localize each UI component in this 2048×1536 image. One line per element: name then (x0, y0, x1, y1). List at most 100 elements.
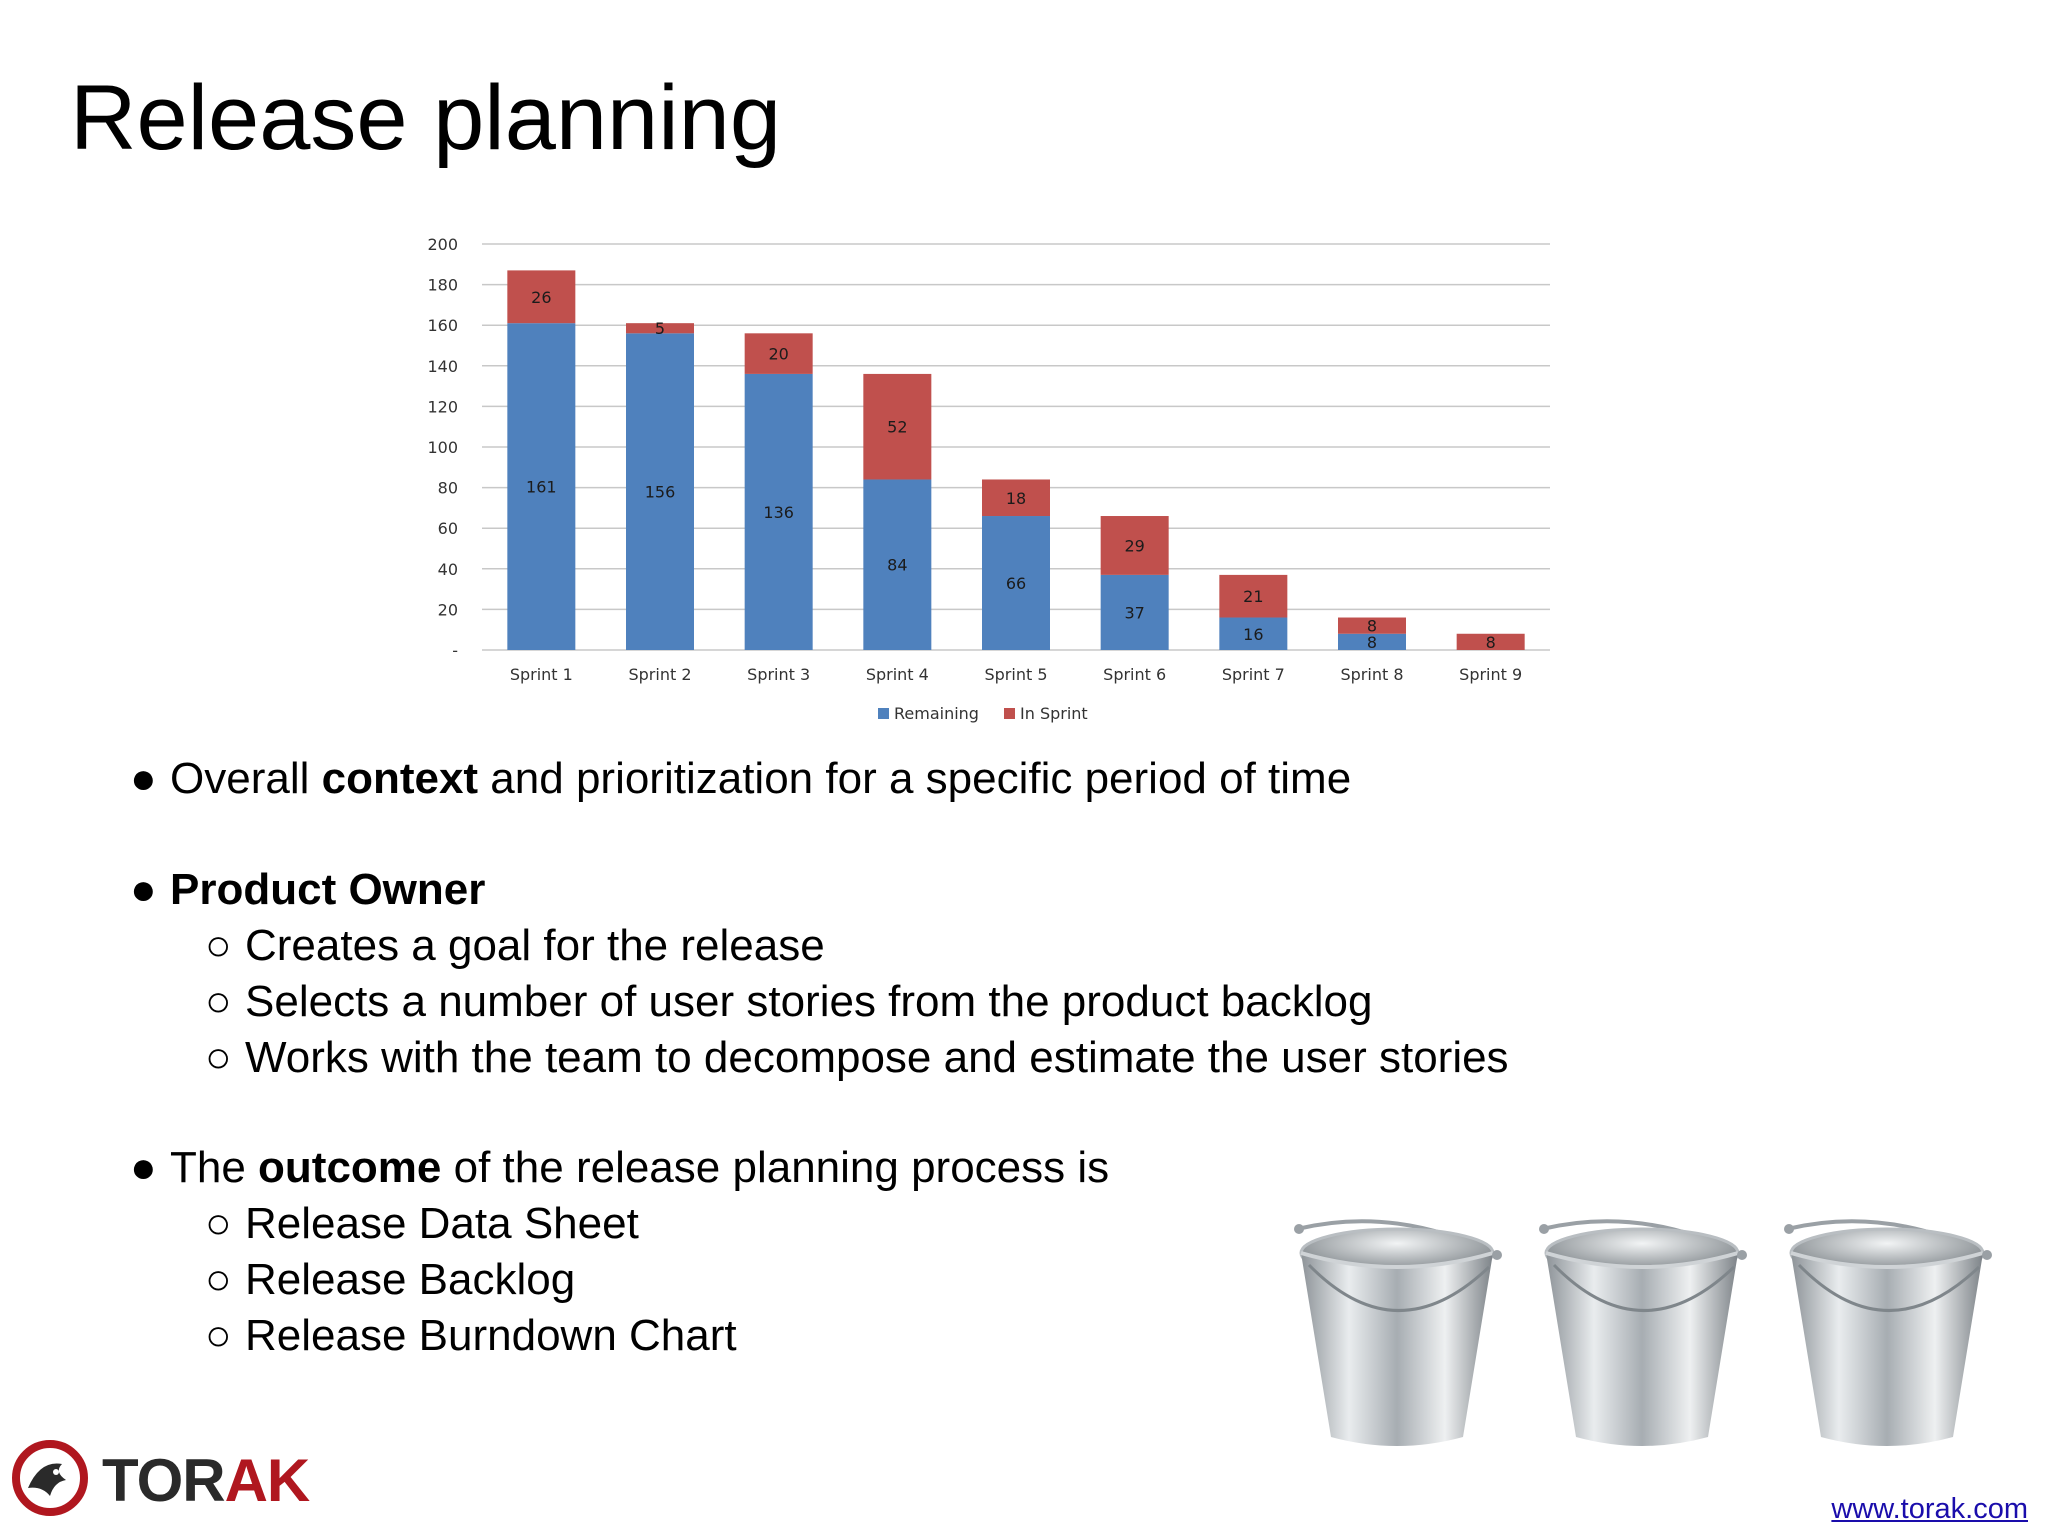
torak-logo: TORAK (10, 1438, 310, 1518)
data-label: 136 (763, 503, 794, 522)
sub-bullet: ○ Selects a number of user stories from t… (205, 977, 1372, 1027)
bar-remaining (744, 373, 813, 650)
sub-bullet-text: Release Burndown Chart (245, 1311, 737, 1360)
sub-bullet-text: Release Backlog (245, 1255, 576, 1304)
x-tick-label: Sprint 6 (1103, 665, 1166, 684)
footer-url-link[interactable]: www.torak.com (1831, 1493, 2028, 1525)
bucket-image (1294, 1219, 1502, 1446)
sub-bullet: ○ Creates a goal for the release (205, 921, 825, 971)
y-tick-label: 20 (438, 600, 458, 619)
bar-in-sprint (863, 373, 932, 480)
y-tick-label: - (452, 641, 458, 660)
data-label: 26 (531, 288, 551, 307)
sub-bullet-marker: ○ (205, 1255, 232, 1304)
sub-bullet: ○ Release Burndown Chart (205, 1311, 737, 1361)
bar-remaining (1100, 574, 1169, 650)
bullet-product-owner: ● Product Owner (130, 865, 485, 915)
data-label: 156 (645, 483, 676, 502)
bucket-image (1784, 1219, 1992, 1446)
x-tick-label: Sprint 9 (1459, 665, 1522, 684)
data-label: 37 (1124, 603, 1144, 622)
bar-in-sprint (744, 333, 813, 374)
x-tick-label: Sprint 3 (747, 665, 810, 684)
bar-in-sprint (982, 479, 1050, 517)
bullet-outcome: ● The outcome of the release planning pro… (130, 1143, 1109, 1193)
bar-remaining (1338, 633, 1406, 650)
logo-text-accent: AK (224, 1447, 311, 1514)
data-label: 8 (1486, 633, 1496, 652)
bar-in-sprint (507, 270, 576, 324)
y-tick-label: 60 (438, 519, 458, 538)
sub-bullet: ○ Works with the team to decompose and es… (205, 1033, 1509, 1083)
data-label: 18 (1006, 489, 1026, 508)
bar-in-sprint (1456, 633, 1525, 650)
y-tick-label: 40 (438, 560, 458, 579)
y-tick-label: 160 (427, 316, 458, 335)
logo-text-main: TOR (102, 1447, 226, 1514)
data-label: 29 (1124, 536, 1144, 555)
sub-bullet: ○ Release Backlog (205, 1255, 575, 1305)
slide-title: Release planning (70, 67, 781, 169)
legend-label: Remaining (894, 704, 979, 723)
bar-in-sprint (1100, 516, 1169, 575)
x-tick-label: Sprint 4 (866, 665, 929, 684)
x-tick-label: Sprint 7 (1222, 665, 1285, 684)
x-tick-label: Sprint 2 (628, 665, 691, 684)
buckets-illustration (1285, 1215, 2015, 1455)
data-label: 5 (655, 319, 665, 338)
sub-bullet-text: Release Data Sheet (245, 1199, 639, 1248)
burndown-bar-chart: - 20 40 60 80 100 120 140 160 180 200 161 26 Sprint 1… (427, 235, 1550, 723)
bullet-text-bold: context (321, 754, 479, 803)
bar-in-sprint (1338, 617, 1406, 634)
logo-wordmark: TORAK (102, 1446, 311, 1515)
bullet-marker: ● (130, 865, 157, 914)
legend-swatch (878, 708, 889, 719)
data-label: 16 (1243, 625, 1263, 644)
y-tick-label: 80 (438, 479, 458, 498)
bar-remaining (626, 333, 694, 650)
sub-bullet-text: Selects a number of user stories from th… (245, 977, 1373, 1026)
bar-remaining (1219, 617, 1288, 650)
bar-in-sprint (1219, 574, 1288, 618)
data-label: 20 (768, 345, 788, 364)
bullet-marker: ● (130, 1143, 157, 1192)
y-tick-label: 100 (427, 438, 458, 457)
data-label: 21 (1243, 587, 1263, 606)
data-label: 84 (887, 556, 907, 575)
y-tick-label: 200 (427, 235, 458, 254)
bucket-image (1539, 1219, 1747, 1446)
sub-bullet: ○ Release Data Sheet (205, 1199, 639, 1249)
bullet-marker: ● (130, 754, 157, 803)
sub-bullet-marker: ○ (205, 1311, 232, 1360)
sub-bullet-text: Creates a goal for the release (245, 921, 825, 970)
x-tick-label: Sprint 1 (510, 665, 573, 684)
sub-bullet-marker: ○ (205, 921, 232, 970)
sub-bullet-marker: ○ (205, 977, 232, 1026)
bullet-text-bold: outcome (258, 1143, 442, 1192)
y-tick-label: 140 (427, 357, 458, 376)
legend-label: In Sprint (1020, 704, 1088, 723)
sub-bullet-marker: ○ (205, 1199, 232, 1248)
bar-in-sprint (626, 323, 694, 334)
bullet-context: ● Overall context and prioritization for … (130, 754, 1351, 804)
bar-remaining (507, 323, 576, 650)
y-tick-label: 180 (427, 276, 458, 295)
dragon-emblem-icon (12, 1440, 88, 1516)
bar-remaining (982, 516, 1050, 650)
data-label: 52 (887, 418, 907, 437)
data-label: 161 (526, 478, 557, 497)
bullet-text: The (170, 1143, 259, 1192)
x-tick-label: Sprint 5 (984, 665, 1047, 684)
y-tick-label: 120 (427, 397, 458, 416)
legend-swatch (1004, 708, 1015, 719)
x-tick-label: Sprint 8 (1340, 665, 1403, 684)
data-label: 8 (1367, 617, 1377, 636)
sub-bullet-marker: ○ (205, 1033, 232, 1082)
bullet-text: Overall (170, 754, 322, 803)
bar-remaining (863, 479, 932, 650)
data-label: 8 (1367, 633, 1377, 652)
bullet-text: of the release planning process is (441, 1143, 1110, 1192)
data-label: 66 (1006, 574, 1026, 593)
bullet-text: and prioritization for a specific period… (478, 754, 1352, 803)
sub-bullet-text: Works with the team to decompose and est… (245, 1033, 1509, 1082)
